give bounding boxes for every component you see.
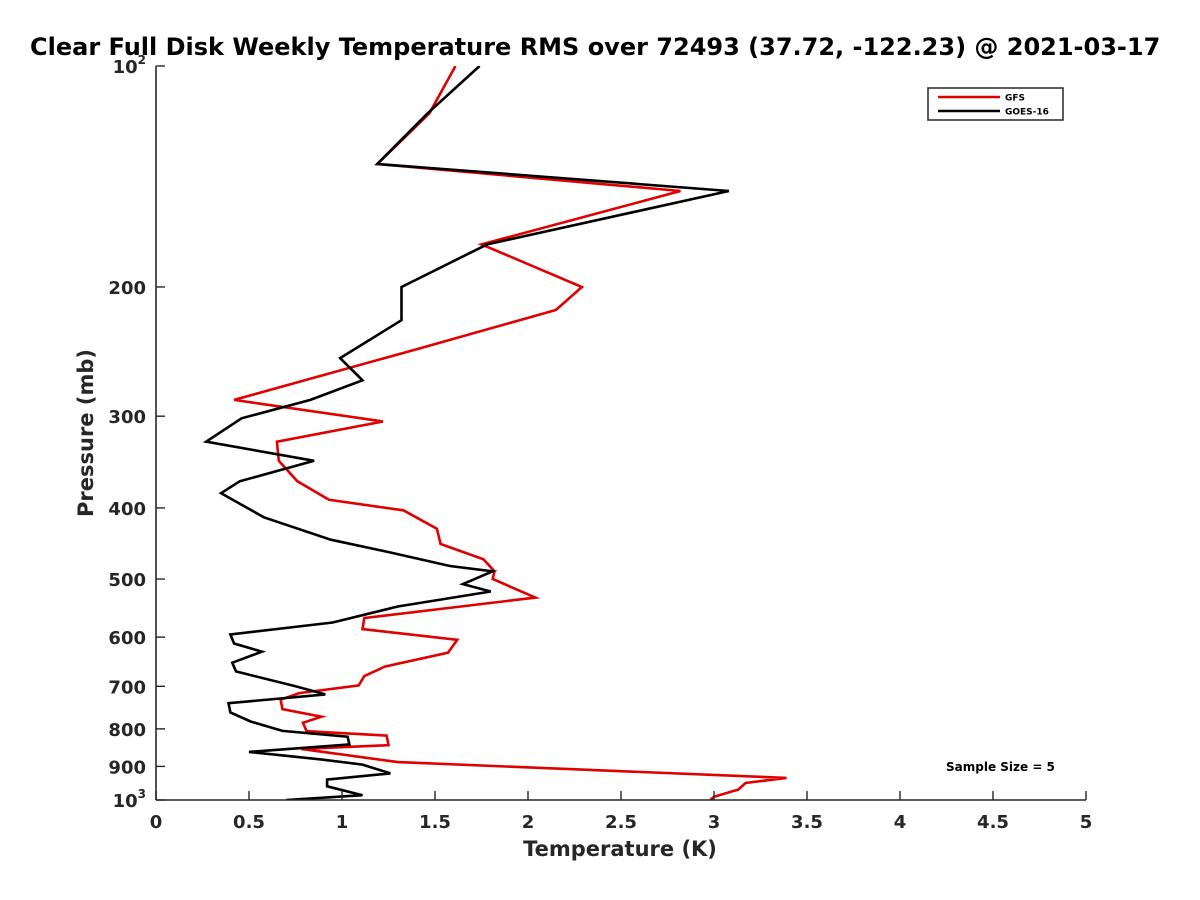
series-layer [202, 66, 787, 800]
x-tick-labels: 0 0.5 1 1.5 2 2.5 3 3.5 4 4.5 5 [150, 812, 1093, 833]
x-tick-label: 2 [522, 812, 535, 833]
axes-layer [155, 65, 1087, 801]
y-tick-label: 200 [108, 278, 146, 299]
y-tick-label: 700 [108, 677, 146, 698]
x-tick-label: 3 [708, 812, 721, 833]
y-tick-label: 103 [113, 787, 146, 812]
y-tick-labels: 102 200 300 400 500 600 700 800 900 103 [108, 53, 146, 812]
x-tick-label: 0.5 [233, 812, 265, 833]
y-axis-label: Pressure (mb) [74, 349, 98, 517]
y-tick-label: 300 [108, 407, 146, 428]
y-tick-label: 800 [108, 720, 146, 741]
x-tick-label: 5 [1080, 812, 1093, 833]
x-tick-label: 4.5 [977, 812, 1009, 833]
legend-label-gfs: GFS [1005, 94, 1025, 104]
y-tick-label: 900 [108, 757, 146, 778]
sample-size-annotation: Sample Size = 5 [946, 760, 1055, 774]
x-tick-label: 1.5 [419, 812, 451, 833]
y-tick-label: 500 [108, 570, 146, 591]
series-line-goes16 [202, 66, 730, 800]
x-tick-label: 0 [150, 812, 163, 833]
legend-label-goes16: GOES-16 [1005, 108, 1049, 118]
x-tick-label: 1 [336, 812, 349, 833]
x-tick-label: 2.5 [605, 812, 637, 833]
x-tick-label: 4 [894, 812, 907, 833]
legend-box [927, 87, 1064, 121]
legend: GFS GOES-16 [927, 87, 1064, 121]
y-tick-label: 102 [113, 53, 146, 78]
series-line-gfs [233, 66, 787, 800]
x-tick-label: 3.5 [791, 812, 823, 833]
y-tick-label: 600 [108, 628, 146, 649]
x-axis-label: Temperature (K) [523, 837, 717, 861]
y-tick-label: 400 [108, 499, 146, 520]
chart-title: Clear Full Disk Weekly Temperature RMS o… [30, 33, 1160, 61]
